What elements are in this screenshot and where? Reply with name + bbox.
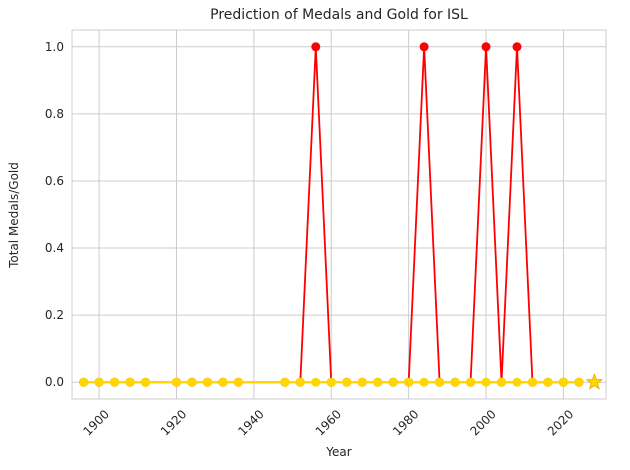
gold-medals-point [404, 377, 414, 387]
total-medals-point [481, 42, 491, 52]
y-axis-title: Total Medals/Gold [7, 162, 21, 269]
gold-medals-point [141, 377, 151, 387]
gold-medals-point [574, 377, 584, 387]
gold-medals-point [110, 377, 120, 387]
gold-medals-point [388, 377, 398, 387]
y-tick-label: 0.2 [45, 308, 64, 322]
x-axis-title: Year [325, 445, 351, 459]
gold-medals-point [94, 377, 104, 387]
gold-medals-point [218, 377, 228, 387]
gold-medals-point [450, 377, 460, 387]
gold-medals-point [466, 377, 476, 387]
y-tick-label: 0.0 [45, 375, 64, 389]
total-medals-point [311, 42, 321, 52]
y-tick-label: 0.6 [45, 174, 64, 188]
gold-medals-point [311, 377, 321, 387]
gold-medals-point [435, 377, 445, 387]
gold-medals-point [512, 377, 522, 387]
gold-medals-point [187, 377, 197, 387]
gold-medals-point [202, 377, 212, 387]
gold-medals-point [558, 377, 568, 387]
gold-medals-point [543, 377, 553, 387]
prediction-star-marker [585, 373, 604, 390]
gold-medals-point [497, 377, 507, 387]
gold-medals-point [373, 377, 383, 387]
gold-medals-point [280, 377, 290, 387]
gold-medals-point [233, 377, 243, 387]
gold-medals-point [295, 377, 305, 387]
gold-medals-point [527, 377, 537, 387]
gold-medals-point [171, 377, 181, 387]
chart-title: Prediction of Medals and Gold for ISL [210, 7, 468, 23]
gold-medals-point [342, 377, 352, 387]
gold-medals-point [125, 377, 135, 387]
gold-medals-point [419, 377, 429, 387]
total-medals-point [512, 42, 522, 52]
gold-medals-point [326, 377, 336, 387]
y-tick-label: 0.8 [45, 107, 64, 121]
y-tick-label: 0.4 [45, 241, 64, 255]
y-tick-label: 1.0 [45, 40, 64, 54]
gold-medals-point [481, 377, 491, 387]
series-layer [79, 42, 604, 390]
total-medals-point [419, 42, 429, 52]
plot-area-frame [71, 29, 607, 400]
gold-medals-point [79, 377, 89, 387]
gold-medals-point [357, 377, 367, 387]
